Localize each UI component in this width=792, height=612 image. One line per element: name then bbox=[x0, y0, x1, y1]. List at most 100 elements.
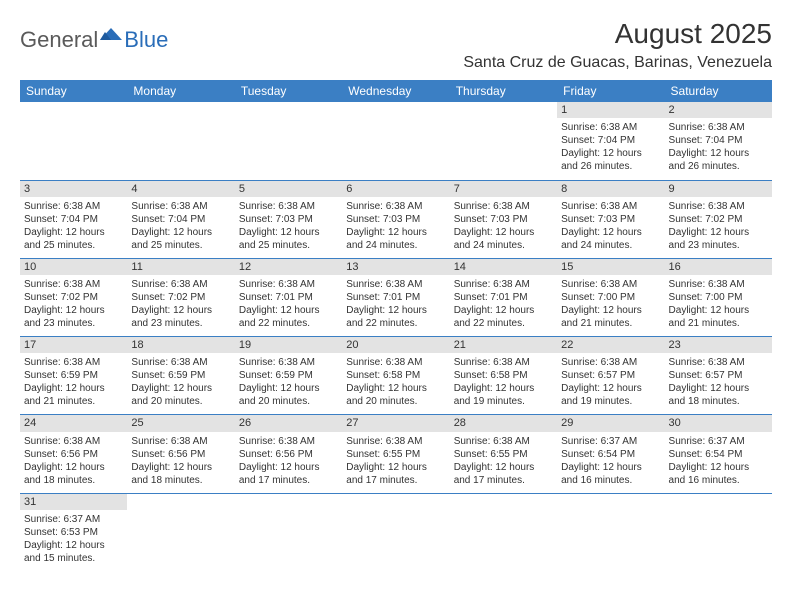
day-detail: Daylight: 12 hours bbox=[346, 304, 445, 317]
day-header: Wednesday bbox=[342, 80, 449, 102]
calendar-day: 17Sunrise: 6:38 AMSunset: 6:59 PMDayligh… bbox=[20, 337, 127, 415]
day-detail: Sunset: 6:56 PM bbox=[131, 448, 230, 461]
day-number: 11 bbox=[127, 259, 234, 275]
day-detail: Sunrise: 6:38 AM bbox=[346, 435, 445, 448]
day-number: 22 bbox=[557, 337, 664, 353]
calendar-table: SundayMondayTuesdayWednesdayThursdayFrid… bbox=[20, 80, 772, 571]
day-detail: Sunrise: 6:37 AM bbox=[669, 435, 768, 448]
day-detail: and 21 minutes. bbox=[561, 317, 660, 330]
day-detail: Sunset: 7:01 PM bbox=[239, 291, 338, 304]
day-detail: Sunset: 7:03 PM bbox=[239, 213, 338, 226]
day-detail: Sunrise: 6:38 AM bbox=[454, 356, 553, 369]
calendar-empty bbox=[665, 493, 772, 571]
day-detail: Sunrise: 6:37 AM bbox=[561, 435, 660, 448]
day-detail: Daylight: 12 hours bbox=[669, 304, 768, 317]
day-number: 7 bbox=[450, 181, 557, 197]
day-detail: Daylight: 12 hours bbox=[346, 226, 445, 239]
day-detail: Daylight: 12 hours bbox=[454, 382, 553, 395]
day-number: 4 bbox=[127, 181, 234, 197]
calendar-empty bbox=[450, 493, 557, 571]
day-detail: Sunrise: 6:38 AM bbox=[131, 435, 230, 448]
day-detail: and 25 minutes. bbox=[24, 239, 123, 252]
day-detail: and 17 minutes. bbox=[454, 474, 553, 487]
day-detail: Daylight: 12 hours bbox=[669, 147, 768, 160]
day-detail: and 23 minutes. bbox=[131, 317, 230, 330]
day-detail: Sunset: 7:03 PM bbox=[561, 213, 660, 226]
logo-text-general: General bbox=[20, 27, 98, 53]
day-number: 23 bbox=[665, 337, 772, 353]
day-detail: Daylight: 12 hours bbox=[24, 382, 123, 395]
day-number: 8 bbox=[557, 181, 664, 197]
calendar-day: 4Sunrise: 6:38 AMSunset: 7:04 PMDaylight… bbox=[127, 180, 234, 258]
calendar-day: 21Sunrise: 6:38 AMSunset: 6:58 PMDayligh… bbox=[450, 337, 557, 415]
day-detail: Sunrise: 6:38 AM bbox=[24, 278, 123, 291]
day-detail: and 19 minutes. bbox=[454, 395, 553, 408]
calendar-week: 31Sunrise: 6:37 AMSunset: 6:53 PMDayligh… bbox=[20, 493, 772, 571]
day-detail: Sunset: 6:57 PM bbox=[669, 369, 768, 382]
day-detail: and 23 minutes. bbox=[24, 317, 123, 330]
day-detail: Daylight: 12 hours bbox=[239, 461, 338, 474]
day-detail: Sunrise: 6:38 AM bbox=[669, 121, 768, 134]
day-detail: Sunset: 6:54 PM bbox=[669, 448, 768, 461]
day-detail: Daylight: 12 hours bbox=[239, 304, 338, 317]
calendar-day: 27Sunrise: 6:38 AMSunset: 6:55 PMDayligh… bbox=[342, 415, 449, 493]
day-detail: Sunrise: 6:38 AM bbox=[561, 121, 660, 134]
calendar-day: 2Sunrise: 6:38 AMSunset: 7:04 PMDaylight… bbox=[665, 102, 772, 180]
calendar-empty bbox=[557, 493, 664, 571]
day-detail: and 21 minutes. bbox=[24, 395, 123, 408]
calendar-day: 25Sunrise: 6:38 AMSunset: 6:56 PMDayligh… bbox=[127, 415, 234, 493]
day-detail: Sunrise: 6:38 AM bbox=[239, 278, 338, 291]
day-detail: Sunrise: 6:38 AM bbox=[131, 278, 230, 291]
flag-icon bbox=[100, 26, 124, 47]
calendar-empty bbox=[20, 102, 127, 180]
day-number: 26 bbox=[235, 415, 342, 431]
day-number: 28 bbox=[450, 415, 557, 431]
calendar-day: 7Sunrise: 6:38 AMSunset: 7:03 PMDaylight… bbox=[450, 180, 557, 258]
day-detail: Sunset: 7:00 PM bbox=[561, 291, 660, 304]
calendar-day: 10Sunrise: 6:38 AMSunset: 7:02 PMDayligh… bbox=[20, 258, 127, 336]
day-detail: Daylight: 12 hours bbox=[454, 304, 553, 317]
day-detail: Sunset: 7:02 PM bbox=[24, 291, 123, 304]
day-detail: and 22 minutes. bbox=[454, 317, 553, 330]
day-detail: Daylight: 12 hours bbox=[24, 304, 123, 317]
day-detail: Sunrise: 6:38 AM bbox=[346, 278, 445, 291]
logo-text-blue: Blue bbox=[124, 27, 168, 53]
day-number: 30 bbox=[665, 415, 772, 431]
calendar-day: 26Sunrise: 6:38 AMSunset: 6:56 PMDayligh… bbox=[235, 415, 342, 493]
day-detail: and 26 minutes. bbox=[669, 160, 768, 173]
day-detail: Sunrise: 6:38 AM bbox=[669, 200, 768, 213]
calendar-empty bbox=[235, 102, 342, 180]
calendar-day: 31Sunrise: 6:37 AMSunset: 6:53 PMDayligh… bbox=[20, 493, 127, 571]
day-header: Saturday bbox=[665, 80, 772, 102]
day-detail: and 20 minutes. bbox=[131, 395, 230, 408]
calendar-day: 9Sunrise: 6:38 AMSunset: 7:02 PMDaylight… bbox=[665, 180, 772, 258]
calendar-day: 5Sunrise: 6:38 AMSunset: 7:03 PMDaylight… bbox=[235, 180, 342, 258]
day-detail: Sunrise: 6:38 AM bbox=[131, 356, 230, 369]
calendar-empty bbox=[127, 493, 234, 571]
day-detail: and 24 minutes. bbox=[454, 239, 553, 252]
day-detail: Sunrise: 6:38 AM bbox=[561, 356, 660, 369]
day-header: Monday bbox=[127, 80, 234, 102]
day-detail: Daylight: 12 hours bbox=[131, 226, 230, 239]
day-detail: Daylight: 12 hours bbox=[561, 226, 660, 239]
day-detail: Sunset: 6:57 PM bbox=[561, 369, 660, 382]
day-detail: Daylight: 12 hours bbox=[561, 382, 660, 395]
day-detail: Sunrise: 6:38 AM bbox=[24, 200, 123, 213]
day-detail: and 18 minutes. bbox=[131, 474, 230, 487]
calendar-day: 20Sunrise: 6:38 AMSunset: 6:58 PMDayligh… bbox=[342, 337, 449, 415]
day-detail: Sunrise: 6:38 AM bbox=[454, 200, 553, 213]
day-number: 18 bbox=[127, 337, 234, 353]
calendar-body: 1Sunrise: 6:38 AMSunset: 7:04 PMDaylight… bbox=[20, 102, 772, 571]
day-detail: Sunrise: 6:38 AM bbox=[239, 435, 338, 448]
calendar-day: 6Sunrise: 6:38 AMSunset: 7:03 PMDaylight… bbox=[342, 180, 449, 258]
day-header: Friday bbox=[557, 80, 664, 102]
day-detail: Sunset: 6:55 PM bbox=[454, 448, 553, 461]
calendar-day: 18Sunrise: 6:38 AMSunset: 6:59 PMDayligh… bbox=[127, 337, 234, 415]
day-detail: and 21 minutes. bbox=[669, 317, 768, 330]
calendar-day: 16Sunrise: 6:38 AMSunset: 7:00 PMDayligh… bbox=[665, 258, 772, 336]
day-detail: Sunset: 6:53 PM bbox=[24, 526, 123, 539]
day-detail: Sunset: 7:01 PM bbox=[346, 291, 445, 304]
day-number: 31 bbox=[20, 494, 127, 510]
day-detail: Sunrise: 6:38 AM bbox=[131, 200, 230, 213]
day-detail: Daylight: 12 hours bbox=[131, 382, 230, 395]
